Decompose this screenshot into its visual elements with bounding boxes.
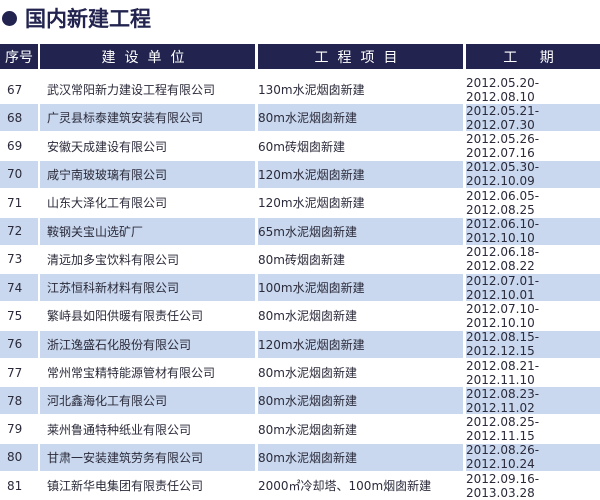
table-row: 75 繁峙县如阳供暖有限责任公司 80m水泥烟囱新建 2012.07.10-2012.…: [0, 301, 600, 330]
row-company: 咸宁南玻玻璃有限公司: [40, 160, 255, 188]
bullet-icon: [2, 10, 17, 26]
table-row: 79 莱州鲁通特种纸业有限公司 80m水泥烟囱新建 2012.08.25-2012.1…: [0, 415, 600, 444]
row-company: 莱州鲁通特种纸业有限公司: [47, 422, 192, 437]
row-project: 80m水泥烟囱新建: [258, 309, 357, 324]
row-index: 79: [7, 422, 23, 437]
row-period: 2012.08.15-2012.12.15: [466, 330, 600, 358]
row-period: 2012.06.18-2012.08.22: [466, 245, 540, 274]
table-row: 76 浙江逸盛石化股份有限公司 120m水泥烟囱新建 2012.08.15-2012.…: [0, 330, 600, 358]
table-row: 71 山东大泽化工有限公司 120m水泥烟囱新建 2012.06.05-2012.08…: [0, 188, 600, 217]
row-index: 72: [0, 217, 38, 245]
row-index: 75: [7, 308, 23, 323]
row-index: 80: [0, 443, 38, 471]
row-project: 130m水泥烟囱新建: [258, 83, 365, 97]
page-title: 国内新建工程: [2, 4, 151, 32]
row-period: 2012.08.23-2012.11.02: [466, 387, 600, 415]
row-index: 68: [0, 104, 38, 132]
table-row: 81 镇江新华电集团有限责任公司 2000㎡冷却塔、100m烟囱新建 2012.09.…: [0, 471, 600, 500]
row-project: 120m水泥烟囱新建: [258, 330, 463, 358]
row-project: 65m水泥烟囱新建: [258, 217, 463, 245]
row-company: 浙江逸盛石化股份有限公司: [40, 330, 255, 358]
table-row: 70 咸宁南玻玻璃有限公司 120m水泥烟囱新建 2012.05.30-2012.10…: [0, 160, 600, 188]
row-project: 60m砖烟囱新建: [258, 139, 345, 154]
row-project: 80m水泥烟囱新建: [258, 443, 463, 471]
row-period: 2012.08.21-2012.11.10: [466, 358, 540, 387]
table-row: 77 常州常宝精特能源管材有限公司 80m水泥烟囱新建 2012.08.21-2012…: [0, 358, 600, 387]
row-project: 2000㎡冷却塔、100m烟囱新建: [258, 479, 432, 494]
row-index: 73: [7, 252, 23, 267]
table-header: 序号 建设单位 工程项目 工 期: [0, 44, 600, 69]
row-company: 安徽天成建设有限公司: [47, 139, 168, 154]
row-index: 76: [0, 330, 38, 358]
row-project: 80m水泥烟囱新建: [258, 387, 463, 415]
row-project: 100m水泥烟囱新建: [258, 274, 463, 302]
header-project: 工程项目: [258, 44, 463, 69]
row-index: 77: [7, 365, 23, 380]
row-project: 80m水泥烟囱新建: [258, 366, 357, 380]
header-company: 建设单位: [40, 44, 255, 69]
row-period: 2012.05.26-2012.07.16: [466, 132, 540, 161]
row-index: 69: [7, 139, 23, 154]
row-company: 镇江新华电集团有限责任公司: [47, 479, 204, 494]
row-index: 78: [0, 387, 38, 415]
row-period: 2012.05.30-2012.10.09: [466, 160, 600, 188]
row-company: 广灵县标泰建筑安装有限公司: [40, 104, 255, 132]
row-project: 80m水泥烟囱新建: [258, 104, 463, 132]
row-period: 2012.08.25-2012.11.15: [466, 415, 540, 444]
row-company: 常州常宝精特能源管材有限公司: [47, 366, 216, 380]
row-period: 2012.06.05-2012.08.25: [466, 188, 540, 217]
row-index: 67: [7, 82, 23, 97]
table-row: 78 河北鑫海化工有限公司 80m水泥烟囱新建 2012.08.23-2012.11.…: [0, 387, 600, 415]
row-company: 繁峙县如阳供暖有限责任公司: [47, 309, 204, 324]
row-period: 2012.07.10-2012.10.10: [466, 301, 540, 330]
table-row: 68 广灵县标泰建筑安装有限公司 80m水泥烟囱新建 2012.05.21-2012.…: [0, 104, 600, 132]
table-row: 74 江苏恒科新材料有限公司 100m水泥烟囱新建 2012.07.01-2012.1…: [0, 274, 600, 302]
row-index: 71: [7, 195, 23, 210]
row-period: 2012.07.01-2012.10.01: [466, 274, 600, 302]
table-row: 73 清远加多宝饮料有限公司 80m砖烟囱新建 2012.06.18-2012.08.…: [0, 245, 600, 274]
row-project: 120m水泥烟囱新建: [258, 196, 365, 211]
row-company: 河北鑫海化工有限公司: [40, 387, 255, 415]
row-project: 80m水泥烟囱新建: [258, 422, 357, 437]
row-company: 江苏恒科新材料有限公司: [40, 274, 255, 302]
title-text: 国内新建工程: [25, 7, 151, 31]
row-company: 鞍钢关宝山选矿厂: [40, 217, 255, 245]
row-period: 2012.09.16-2013.03.28: [466, 471, 540, 500]
header-index: 序号: [0, 44, 38, 69]
row-project: 120m水泥烟囱新建: [258, 160, 463, 188]
row-period: 2012.05.21-2012.07.30: [466, 104, 600, 132]
row-index: 81: [7, 478, 23, 493]
table-row: 69 安徽天成建设有限公司 60m砖烟囱新建 2012.05.26-2012.07.1…: [0, 132, 600, 161]
table-row: 67 武汉常阳新力建设工程有限公司 130m水泥烟囱新建 2012.05.20-201…: [0, 75, 600, 104]
row-company: 清远加多宝饮料有限公司: [47, 252, 180, 267]
row-index: 74: [0, 274, 38, 302]
row-period: 2012.06.10-2012.10.10: [466, 217, 600, 245]
row-company: 武汉常阳新力建设工程有限公司: [47, 83, 216, 97]
row-period: 2012.08.26-2012.10.24: [466, 443, 600, 471]
table-row: 80 甘肃一安装建筑劳务有限公司 80m水泥烟囱新建 2012.08.26-2012.…: [0, 443, 600, 471]
header-period: 工 期: [466, 44, 600, 69]
row-index: 70: [0, 160, 38, 188]
table-row: 72 鞍钢关宝山选矿厂 65m水泥烟囱新建 2012.06.10-2012.10.10: [0, 217, 600, 245]
row-company: 甘肃一安装建筑劳务有限公司: [40, 443, 255, 471]
row-period: 2012.05.20-2012.08.10: [466, 75, 540, 104]
row-project: 80m砖烟囱新建: [258, 252, 345, 267]
row-company: 山东大泽化工有限公司: [47, 196, 168, 211]
